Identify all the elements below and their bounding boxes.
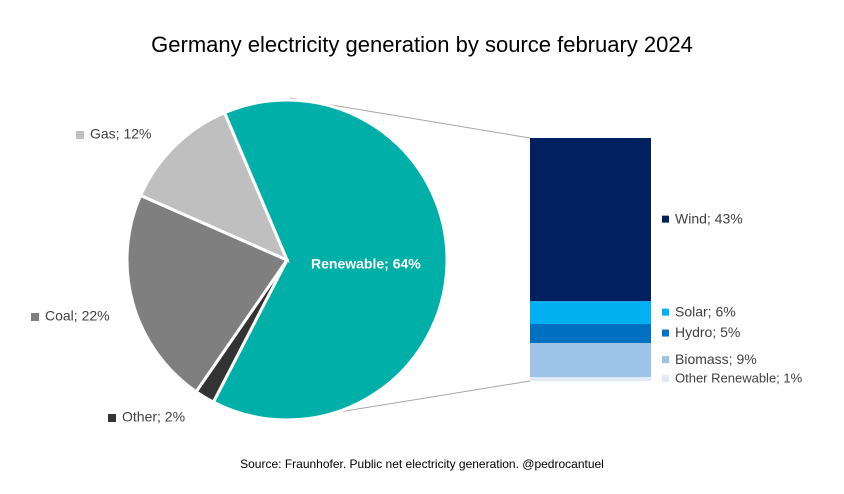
bar-segment	[530, 301, 651, 325]
pie-slice	[138, 110, 290, 263]
pie-slice	[211, 98, 449, 422]
bar-segment	[530, 343, 651, 378]
bar-segment	[530, 324, 651, 344]
data-label: Biomass; 9%	[675, 351, 757, 367]
chart-title: Germany electricity generation by source…	[151, 32, 693, 57]
data-label: Hydro; 5%	[675, 324, 740, 340]
bar-segment	[530, 138, 651, 302]
data-label: Coal; 22%	[45, 308, 110, 324]
legend-swatch	[662, 308, 669, 316]
data-label: Other Renewable; 1%	[675, 371, 803, 386]
legend-swatch	[662, 356, 669, 364]
legend-swatch	[662, 329, 669, 337]
legend-swatch	[108, 414, 116, 422]
data-label: Other; 2%	[122, 409, 185, 425]
pie-slice	[125, 193, 290, 394]
data-label: Wind; 43%	[675, 210, 743, 226]
data-label: Renewable; 64%	[311, 256, 421, 272]
legend-swatch	[662, 215, 669, 223]
bar-segment	[530, 377, 651, 381]
data-label: Solar; 6%	[675, 303, 736, 319]
legend-swatch	[662, 375, 669, 383]
legend-swatch	[76, 131, 84, 139]
legend-swatch	[31, 313, 39, 321]
data-label: Gas; 12%	[90, 126, 151, 142]
source-note: Source: Fraunhofer. Public net electrici…	[240, 457, 604, 471]
